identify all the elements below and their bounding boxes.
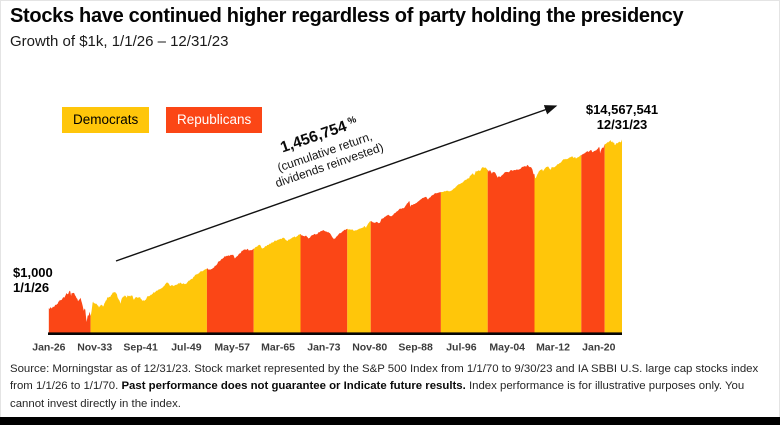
start-date: 1/1/26	[13, 280, 50, 295]
percent-sign: %	[346, 114, 358, 128]
trend-arrow	[115, 105, 558, 262]
x-axis-tick-label: Jul-49	[171, 342, 202, 354]
end-date: 12/31/23	[596, 117, 648, 132]
party-band-democrats	[604, 139, 622, 333]
x-axis-tick-label: Sep-41	[123, 342, 158, 354]
start-value: $1,000	[13, 265, 53, 280]
legend-republicans-chip: Republicans	[166, 107, 263, 133]
x-axis-tick-label: Nov-33	[77, 342, 112, 354]
x-axis-tick-label: Jan-73	[307, 342, 340, 354]
start-value-label: $1,000 1/1/26	[13, 265, 53, 295]
page-title: Stocks have continued higher regardless …	[10, 5, 684, 27]
x-axis-tick-label: Sep-88	[398, 342, 433, 354]
party-band-republicans	[581, 139, 605, 333]
bottom-bar	[0, 417, 780, 425]
footnote-bold-text: Past performance does not guarantee or I…	[121, 380, 466, 393]
x-axis-tick-label: Nov-80	[352, 342, 387, 354]
x-axis-tick-label: Jan-26	[32, 342, 65, 354]
x-axis-line	[48, 332, 622, 335]
end-value: $14,567,541	[585, 102, 659, 117]
footnote-text: Source: Morningstar as of 12/31/23. Stoc…	[10, 363, 759, 393]
source-footnote: Source: Morningstar as of 12/31/23. Stoc…	[10, 361, 774, 413]
x-axis-tick-label: May-04	[489, 342, 525, 354]
legend-democrats-chip: Democrats	[62, 107, 150, 133]
x-axis-tick-label: Mar-12	[536, 342, 570, 354]
x-axis-tick-label: Jan-20	[582, 342, 615, 354]
x-axis-tick-label: Mar-65	[261, 342, 295, 354]
party-band-democrats	[440, 139, 488, 333]
party-band-democrats	[534, 139, 582, 333]
x-axis-tick-label: May-57	[214, 342, 250, 354]
page-subtitle: Growth of $1k, 1/1/26 – 12/31/23	[10, 33, 229, 50]
x-axis-tick-labels: Jan-26 Nov-33 Sep-41 Jul-49 May-57 Mar-65 Jan-…	[32, 342, 615, 354]
footnote-text-after: Index performance is for illustrative pu…	[10, 380, 745, 410]
x-axis-tick-label: Jul-96	[446, 342, 477, 354]
end-value-label: $14,567,541 12/31/23	[577, 102, 667, 132]
